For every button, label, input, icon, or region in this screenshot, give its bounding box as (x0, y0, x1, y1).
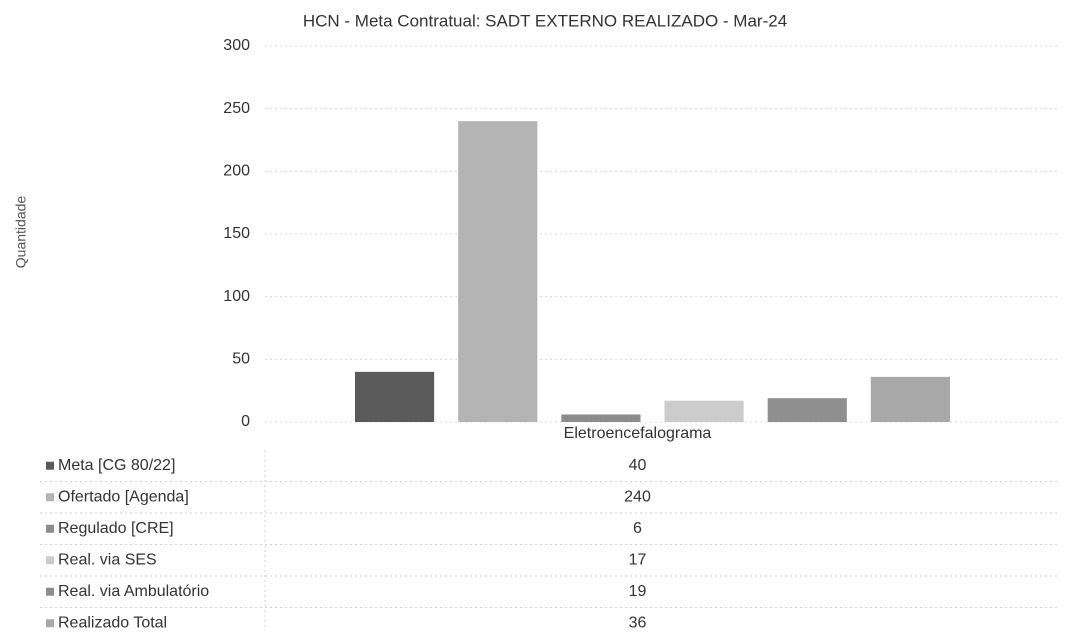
legend-swatch (46, 556, 54, 565)
y-tick-label: 300 (223, 37, 250, 54)
bar (664, 400, 744, 422)
legend-label: Meta [CG 80/22] (58, 457, 175, 474)
legend-label: Real. via Ambulatório (58, 583, 209, 600)
bar (458, 121, 538, 422)
table-value: 40 (629, 457, 647, 474)
y-tick-label: 100 (223, 288, 250, 305)
y-tick-label: 200 (223, 163, 250, 180)
bar (561, 414, 641, 422)
table-value: 240 (624, 488, 651, 505)
table-value: 19 (629, 583, 647, 600)
bar (870, 376, 950, 422)
chart-title: HCN - Meta Contratual: SADT EXTERNO REAL… (303, 11, 787, 30)
table-value: 17 (629, 551, 647, 568)
legend-swatch (46, 587, 54, 596)
legend-swatch (46, 524, 54, 533)
bar (355, 371, 435, 422)
legend-label: Realizado Total (58, 614, 167, 631)
legend-label: Real. via SES (58, 551, 157, 568)
y-tick-label: 150 (223, 225, 250, 242)
legend-swatch (46, 493, 54, 502)
table-value: 36 (629, 614, 647, 631)
legend-label: Ofertado [Agenda] (58, 488, 189, 505)
table-value: 6 (633, 520, 642, 537)
legend-swatch (46, 461, 54, 470)
y-tick-label: 0 (241, 413, 250, 430)
bar (767, 398, 847, 422)
y-tick-label: 50 (232, 351, 250, 368)
x-tick-label: Eletroencefalograma (564, 425, 712, 442)
y-axis-label: Quantidade (13, 196, 29, 269)
legend-label: Regulado [CRE] (58, 520, 174, 537)
y-tick-label: 250 (223, 100, 250, 117)
legend-swatch (46, 619, 54, 628)
